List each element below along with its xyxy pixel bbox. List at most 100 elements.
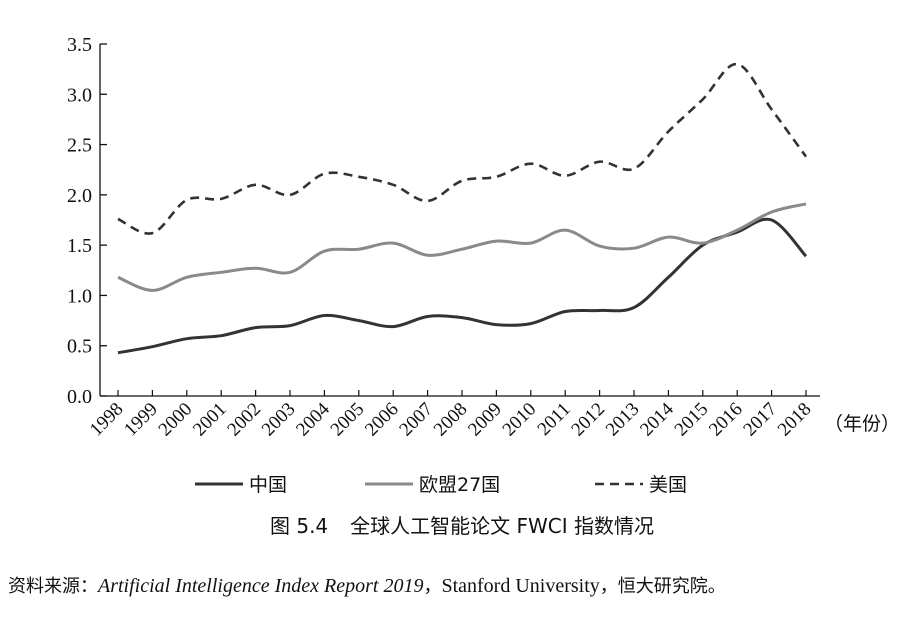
x-tick-label: 2010: [499, 399, 541, 441]
legend-label-usa: 美国: [649, 474, 687, 496]
x-tick-label: 1999: [120, 399, 162, 441]
source-report-title: Artificial Intelligence Index Report 201…: [98, 575, 424, 597]
data-point-china: [289, 324, 292, 327]
data-point-usa: [564, 174, 567, 177]
data-point-eu27: [633, 247, 636, 250]
x-tick-label: 2000: [155, 399, 197, 441]
data-point-eu27: [805, 202, 808, 205]
source-separator-2: ，: [599, 576, 618, 597]
x-tick-label: 2018: [774, 399, 816, 441]
data-point-usa: [426, 199, 429, 202]
data-point-china: [495, 323, 498, 326]
x-tick-label: 2016: [705, 399, 747, 441]
data-point-eu27: [254, 267, 257, 270]
x-tick-label: 2005: [327, 399, 369, 441]
data-point-usa: [805, 155, 808, 158]
data-point-usa: [598, 160, 601, 163]
data-point-usa: [220, 197, 223, 200]
data-point-eu27: [598, 245, 601, 248]
data-point-eu27: [770, 210, 773, 213]
data-point-eu27: [220, 271, 223, 274]
data-point-usa: [770, 108, 773, 111]
series-line-usa: [117, 62, 808, 235]
x-tick-labels: 1998199920002001200220032004200520062007…: [86, 398, 816, 440]
data-point-eu27: [667, 236, 670, 239]
data-point-usa: [529, 162, 532, 165]
data-point-usa: [117, 217, 120, 220]
data-point-eu27: [151, 289, 154, 292]
data-point-eu27: [461, 248, 464, 251]
source-separator-1: ，: [423, 576, 442, 597]
data-point-eu27: [289, 271, 292, 274]
data-point-china: [323, 314, 326, 317]
legend: 中国 欧盟27国 美国: [195, 474, 687, 496]
chart-title: 全球人工智能论文 FWCI 指数情况: [350, 514, 655, 538]
source-note: 资料来源：Artificial Intelligence Index Repor…: [8, 572, 726, 598]
y-tick-labels: 0.0 0.5 1.0 1.5 2.0 2.5 3.0 3.5: [67, 34, 92, 408]
x-tick-label: 2013: [602, 399, 644, 441]
x-tick-label: 2008: [430, 399, 472, 441]
data-point-eu27: [185, 276, 188, 279]
x-tick-label: 2012: [567, 399, 609, 441]
data-point-china: [461, 316, 464, 319]
x-tick-label: 2009: [464, 399, 506, 441]
data-point-usa: [667, 130, 670, 133]
x-tick-label: 2004: [292, 398, 334, 440]
data-point-eu27: [495, 240, 498, 243]
data-point-china: [633, 306, 636, 309]
y-tick-label: 0.5: [67, 336, 92, 358]
data-point-china: [357, 319, 360, 322]
x-tick-label: 2003: [258, 399, 300, 441]
data-point-usa: [392, 183, 395, 186]
x-tick-label: 2002: [223, 399, 265, 441]
data-point-usa: [357, 175, 360, 178]
y-tick-label: 1.5: [67, 235, 92, 257]
data-point-usa: [461, 179, 464, 182]
data-point-eu27: [701, 242, 704, 245]
data-point-eu27: [736, 229, 739, 232]
x-tick-label: 2011: [534, 399, 575, 440]
data-point-china: [805, 255, 808, 258]
data-point-usa: [185, 198, 188, 201]
data-point-china: [667, 276, 670, 279]
x-tick-label: 2006: [361, 399, 403, 441]
x-tick-label: 2015: [671, 399, 713, 441]
data-point-china: [151, 345, 154, 348]
x-axis-unit: （年份）: [824, 413, 900, 435]
y-tick-label: 2.0: [67, 185, 92, 207]
data-point-eu27: [529, 242, 532, 245]
data-point-china: [254, 326, 257, 329]
source-prefix: 资料来源：: [8, 576, 98, 597]
y-tick-label: 1.0: [67, 285, 92, 307]
axes: [99, 43, 820, 397]
data-point-eu27: [357, 248, 360, 251]
y-tick-label: 3.0: [67, 84, 92, 106]
source-suffix: 恒大研究院。: [617, 576, 726, 597]
data-point-eu27: [323, 250, 326, 253]
legend-label-eu27: 欧盟27国: [419, 474, 500, 496]
data-point-usa: [151, 232, 154, 235]
data-point-china: [392, 325, 395, 328]
series-lines: [117, 62, 808, 355]
series-line-eu27: [117, 202, 807, 292]
data-point-china: [220, 334, 223, 337]
data-point-eu27: [426, 254, 429, 257]
data-point-china: [770, 219, 773, 222]
data-point-usa: [323, 172, 326, 175]
data-point-eu27: [564, 229, 567, 232]
fwci-line-chart: 0.00.51.01.52.02.53.03.5 199819992000200…: [67, 34, 900, 496]
data-point-usa: [701, 98, 704, 101]
data-point-china: [185, 337, 188, 340]
data-point-usa: [633, 167, 636, 170]
data-point-china: [529, 322, 532, 325]
data-point-usa: [495, 175, 498, 178]
x-tick-label: 2001: [189, 399, 231, 441]
data-point-china: [426, 315, 429, 318]
data-point-usa: [736, 63, 739, 66]
x-tick-label: 1998: [86, 399, 128, 441]
series-line-china: [117, 217, 808, 355]
data-point-eu27: [392, 242, 395, 245]
data-point-usa: [289, 193, 292, 196]
figure-caption: 图 5.4 全球人工智能论文 FWCI 指数情况: [0, 510, 924, 539]
x-tick-label: 2007: [395, 399, 437, 441]
